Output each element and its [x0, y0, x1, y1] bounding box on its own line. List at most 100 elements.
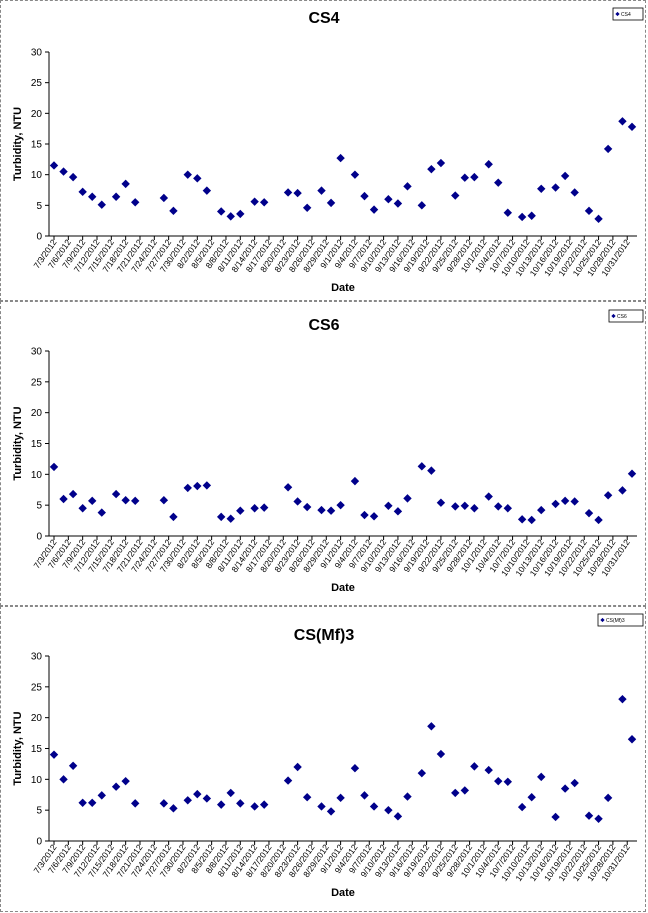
data-point [360, 510, 369, 520]
data-point [494, 502, 503, 511]
y-tick-label: 0 [36, 837, 42, 848]
data-point [283, 483, 293, 492]
chart-legend: CS4 [612, 7, 644, 21]
y-tick-label: 30 [31, 48, 43, 59]
y-tick-label: 15 [31, 744, 43, 755]
y-tick-label: 10 [31, 775, 43, 786]
data-point [517, 515, 527, 524]
data-point [484, 160, 493, 169]
y-tick-label: 0 [36, 532, 42, 543]
y-tick-label: 20 [31, 408, 43, 419]
data-point [494, 178, 503, 187]
data-point [169, 206, 178, 216]
data-point [627, 122, 637, 132]
data-point [451, 788, 460, 798]
data-point [202, 794, 212, 803]
legend-entry: CS6 [617, 314, 627, 320]
data-point [236, 209, 245, 219]
data-point [226, 788, 235, 798]
data-point [403, 494, 412, 503]
data-point [159, 496, 169, 505]
data-point [216, 207, 226, 216]
data-point [417, 768, 427, 778]
data-point [131, 198, 140, 207]
data-point [293, 497, 302, 506]
data-point [97, 791, 106, 800]
y-tick-label: 25 [31, 682, 43, 693]
data-point [49, 161, 59, 170]
data-point [202, 481, 212, 490]
data-point [326, 198, 336, 208]
data-point [594, 814, 603, 823]
chart-cs6: CS6 CS60510152025307/3/20127/6/20127/9/20… [12, 309, 644, 594]
data-point [317, 505, 326, 515]
data-point [302, 793, 312, 802]
chart-title: CS(Mf)3 [294, 627, 355, 644]
data-point [527, 515, 536, 525]
data-point [584, 206, 594, 216]
data-point [517, 802, 527, 812]
data-point [293, 188, 302, 198]
data-point [393, 812, 403, 821]
data-point [470, 504, 479, 513]
data-point [384, 195, 393, 204]
data-point [216, 800, 226, 809]
data-point [369, 512, 379, 521]
data-point [78, 504, 87, 513]
data-point [503, 777, 513, 786]
data-point [470, 762, 479, 771]
data-point [494, 776, 503, 786]
data-point [183, 170, 192, 179]
data-point [236, 799, 245, 808]
data-point [226, 212, 235, 221]
data-point [403, 792, 412, 801]
y-tick-label: 20 [31, 109, 43, 120]
data-point [183, 483, 192, 493]
y-tick-label: 30 [31, 347, 43, 358]
data-point [584, 508, 594, 518]
data-point [436, 498, 446, 507]
data-point [111, 489, 121, 499]
data-point [537, 184, 546, 193]
data-point [293, 762, 302, 772]
data-point [336, 153, 345, 163]
data-point [97, 508, 106, 517]
data-point [121, 179, 130, 189]
y-tick-label: 5 [36, 806, 42, 817]
y-tick-label: 25 [31, 78, 43, 89]
data-point [627, 469, 637, 478]
data-point [111, 782, 121, 791]
data-point [317, 186, 326, 195]
data-point [384, 805, 393, 815]
data-point [59, 775, 68, 784]
chart-panel-cs4: CS4 CS4 0 5 10 15 20 25 30 7/3/2012 7/6/2012 7/9/20… [0, 0, 646, 301]
data-point [618, 486, 627, 495]
data-point [193, 789, 202, 799]
data-point [517, 212, 527, 222]
chart-csmf3: CS(Mf)3CS(Mf)30510152025307/3/20127/6/20… [12, 613, 644, 899]
y-tick-label: 15 [31, 140, 43, 151]
data-point [417, 462, 427, 471]
data-point [551, 812, 560, 822]
data-point [570, 778, 579, 788]
data-point [68, 489, 78, 499]
x-axis-label: Date [331, 887, 355, 899]
data-point [369, 205, 379, 214]
data-point [59, 494, 68, 504]
data-point [193, 481, 202, 491]
chart-title: CS4 [308, 10, 339, 27]
y-tick-label: 5 [36, 201, 42, 212]
data-point [369, 802, 379, 811]
data-point [259, 800, 269, 809]
data-point [259, 198, 269, 207]
data-point [503, 208, 513, 217]
data-point [618, 117, 627, 126]
data-point [484, 492, 493, 501]
data-point [560, 784, 570, 793]
data-point [403, 182, 412, 191]
data-point [336, 793, 345, 803]
data-point [618, 694, 627, 704]
data-point [159, 799, 169, 808]
data-point [427, 466, 436, 475]
data-point [193, 174, 202, 183]
